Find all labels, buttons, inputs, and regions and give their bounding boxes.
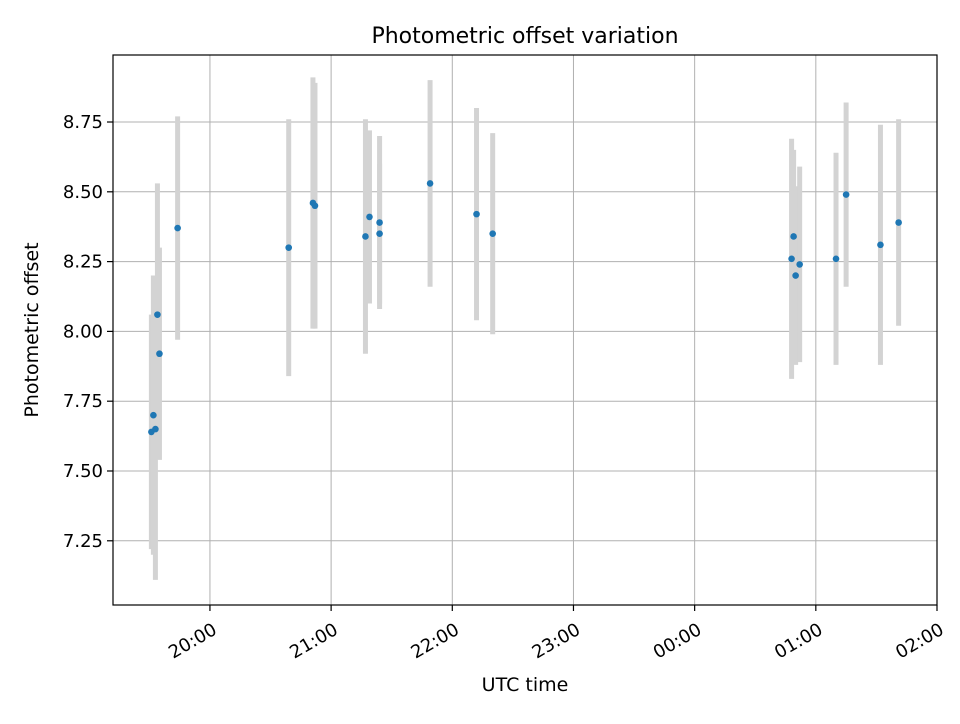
data-point: [311, 202, 319, 210]
plot-frame: [112, 54, 938, 606]
y-tick-label: 7.50: [63, 461, 103, 482]
chart-title: Photometric offset variation: [371, 24, 678, 49]
data-point: [796, 261, 803, 268]
y-tick-label: 7.75: [63, 391, 103, 412]
data-point: [376, 219, 383, 226]
data-point: [154, 311, 161, 318]
x-axis-label: UTC time: [482, 674, 569, 696]
data-point: [366, 213, 373, 221]
data-point: [790, 233, 797, 240]
data-point: [285, 244, 293, 251]
data-point: [489, 230, 496, 237]
y-tick-label: 8.75: [63, 112, 103, 133]
data-point: [426, 180, 434, 187]
data-point: [895, 219, 902, 226]
data-point: [376, 230, 383, 237]
y-tick-label: 8.50: [63, 182, 103, 203]
data-point: [842, 191, 850, 198]
data-point: [156, 350, 163, 358]
y-tick-label: 8.00: [63, 321, 103, 342]
data-point: [792, 272, 799, 279]
data-point: [473, 210, 480, 218]
y-axis-ticks: 7.25 7.50 7.75 8.00 8.25 8.50 8.75: [63, 112, 113, 552]
data-points: [148, 180, 902, 436]
data-point: [174, 224, 181, 232]
data-point: [150, 411, 157, 419]
y-axis-label: Photometric offset: [21, 242, 43, 417]
y-tick-label: 8.25: [63, 252, 103, 273]
data-point: [832, 255, 840, 263]
data-point: [362, 233, 369, 240]
y-tick-label: 7.25: [63, 531, 103, 552]
plot-area: [113, 55, 937, 605]
data-point: [788, 255, 795, 263]
data-point: [152, 425, 159, 433]
data-point: [877, 241, 884, 249]
